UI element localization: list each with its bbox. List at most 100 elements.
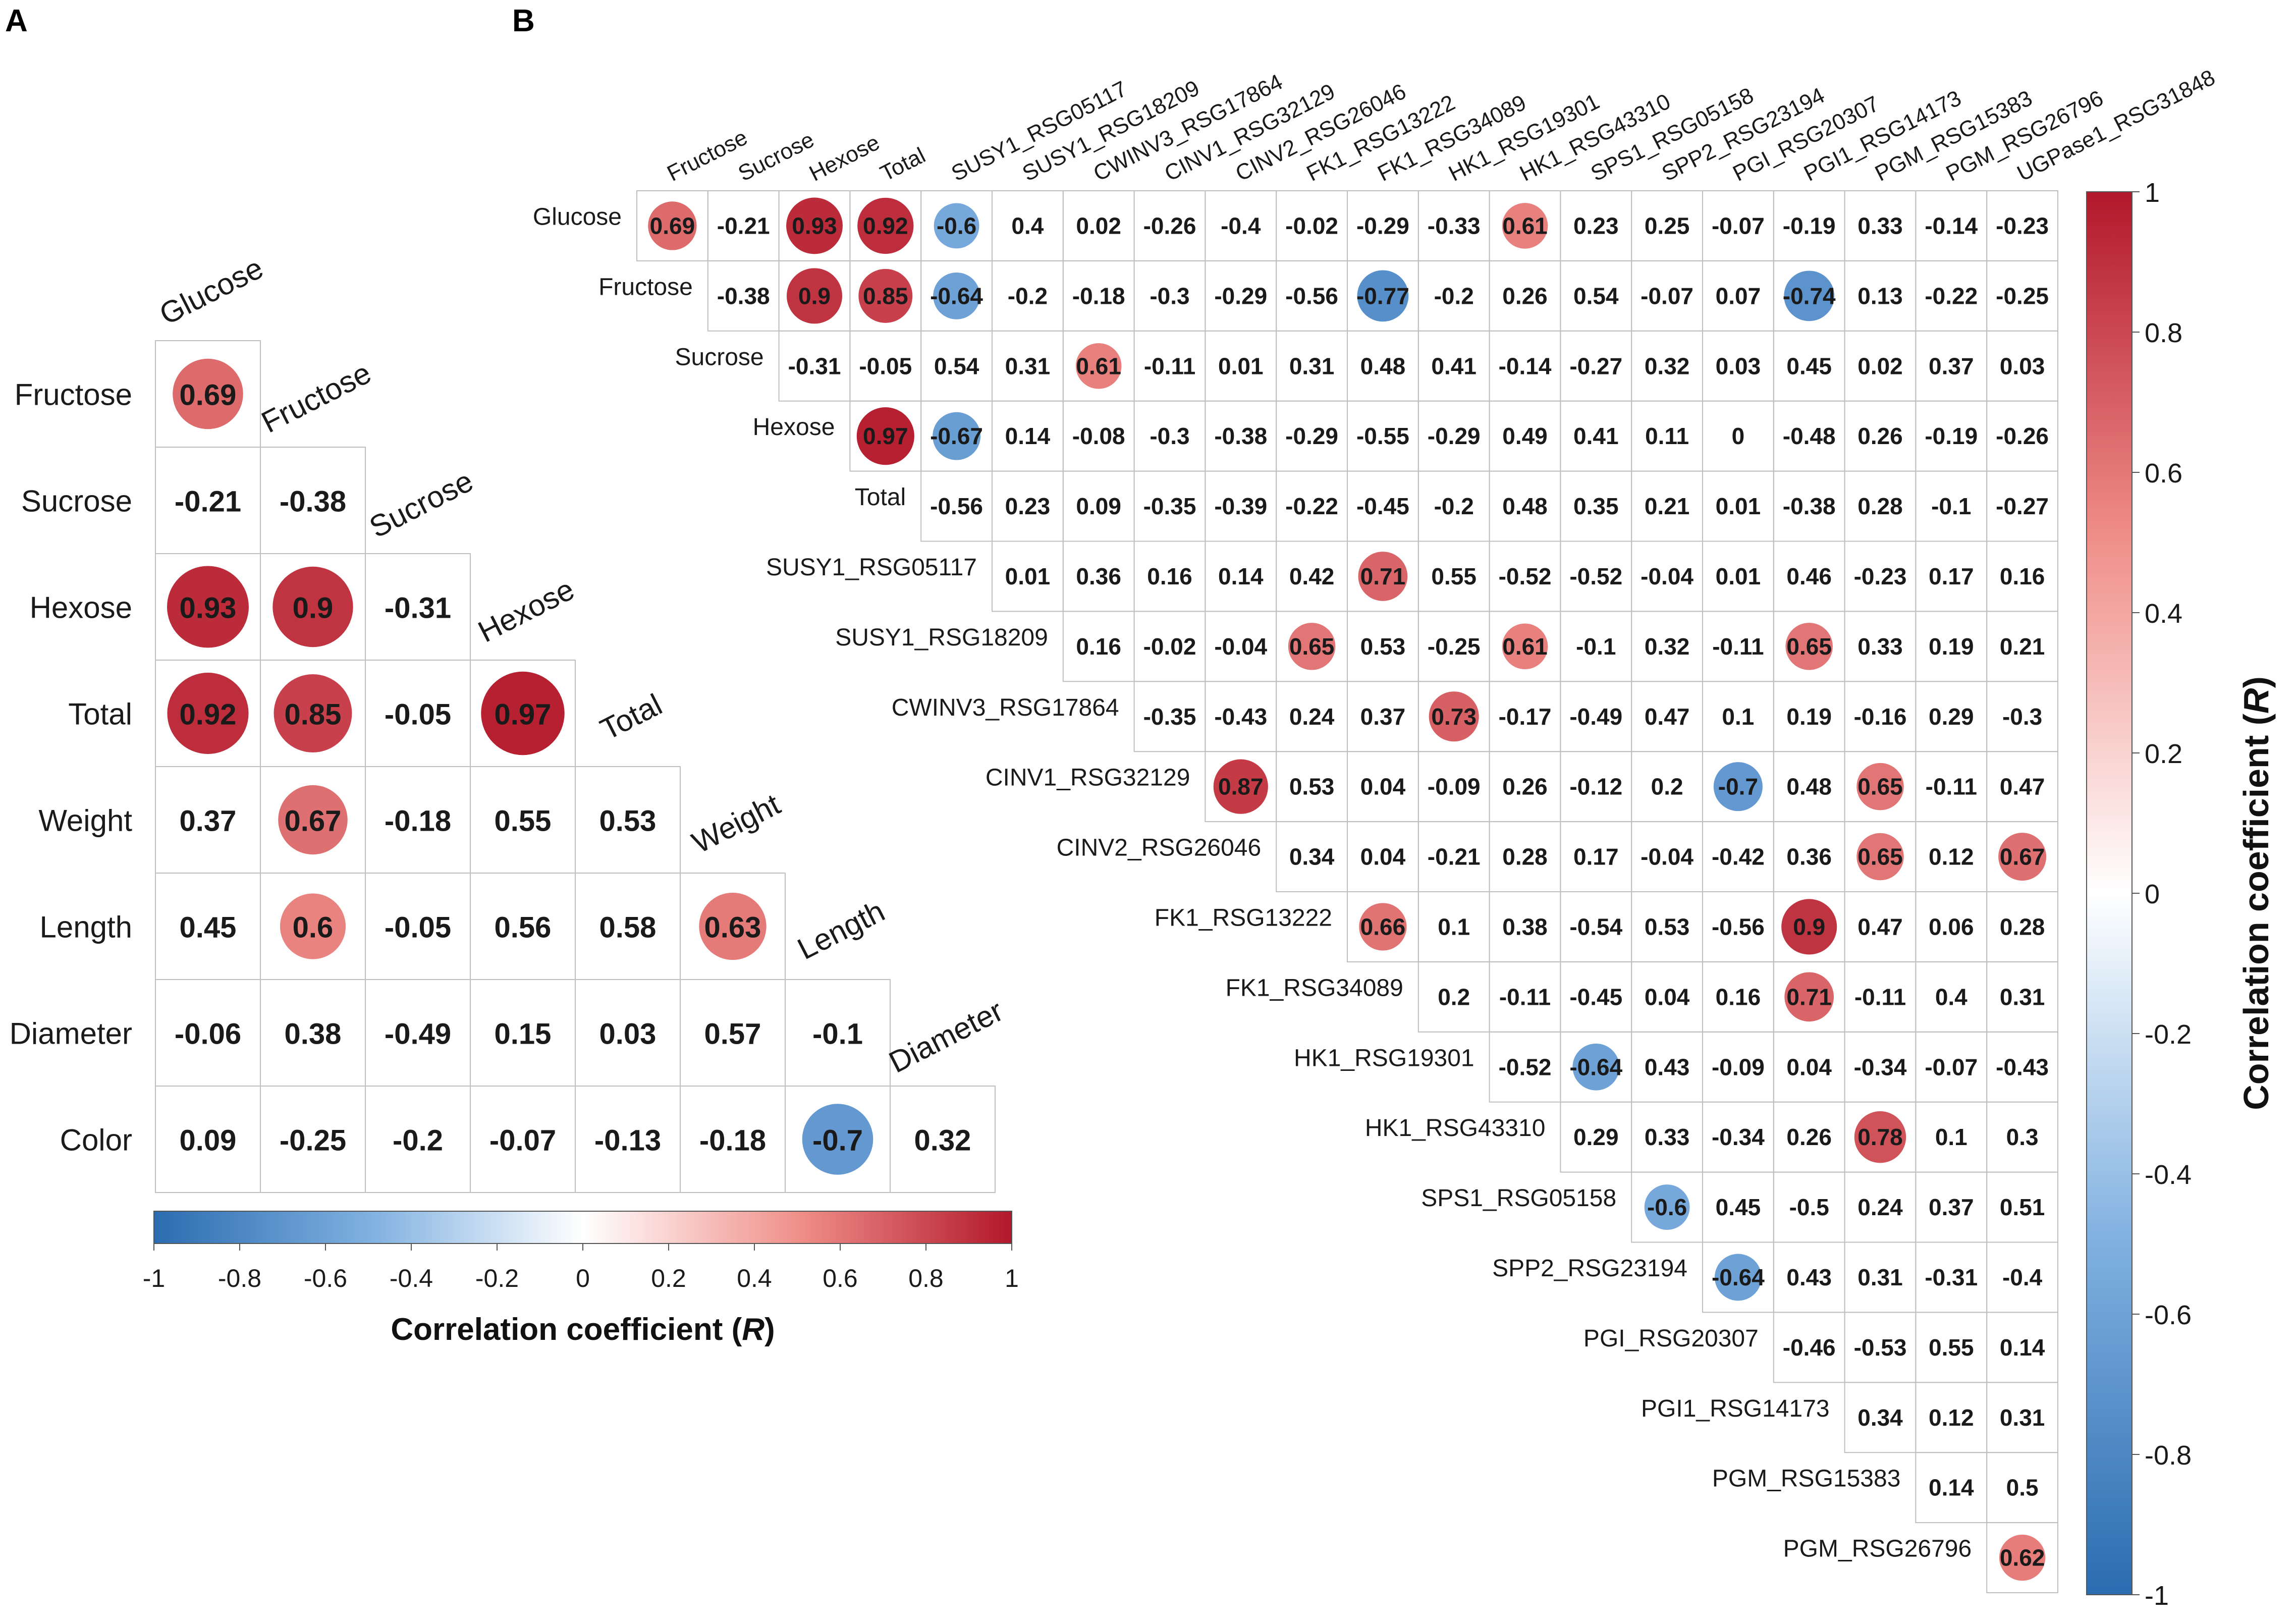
corr-value-b: 0.37 bbox=[1929, 1194, 1974, 1220]
corr-value-b: -0.1 bbox=[1931, 493, 1971, 519]
corr-value-b: 0.21 bbox=[1645, 493, 1690, 519]
corr-value-b: -0.26 bbox=[1143, 212, 1196, 239]
corr-circle-b bbox=[648, 201, 697, 250]
corr-value-b: -0.38 bbox=[1214, 423, 1267, 449]
corr-value-b: -0.05 bbox=[859, 353, 912, 379]
corr-value-b: 0.47 bbox=[1645, 703, 1690, 730]
corr-value-b: -0.46 bbox=[1783, 1334, 1836, 1361]
corr-value-a: 0.45 bbox=[180, 911, 237, 944]
corr-value-b: 0.48 bbox=[1360, 353, 1406, 379]
col-label-a: Length bbox=[792, 894, 890, 966]
colorbar-a-tick-label: 1 bbox=[1005, 1264, 1019, 1292]
corr-value-a: -0.2 bbox=[393, 1124, 443, 1157]
corr-circle-a bbox=[167, 672, 249, 754]
corr-value-b: 0.73 bbox=[1431, 703, 1477, 730]
corr-value-b: 0.14 bbox=[1218, 563, 1264, 589]
row-label-b: FK1_RSG34089 bbox=[1226, 975, 1403, 1001]
corr-value-b: -0.54 bbox=[1569, 913, 1622, 940]
corr-value-b: 0.26 bbox=[1502, 774, 1548, 800]
corr-circle-a bbox=[280, 893, 346, 959]
corr-value-b: -0.14 bbox=[1925, 212, 1978, 239]
corr-value-b: 0.12 bbox=[1929, 1404, 1974, 1431]
corr-value-b: -0.21 bbox=[1428, 844, 1481, 870]
corr-value-b: 0.41 bbox=[1431, 353, 1477, 379]
corr-value-b: -0.35 bbox=[1143, 493, 1196, 519]
corr-value-b: 0.55 bbox=[1929, 1334, 1974, 1361]
corr-value-b: -0.3 bbox=[2002, 703, 2042, 730]
corr-value-b: -0.2 bbox=[1434, 493, 1474, 519]
row-label-b: CINV1_RSG32129 bbox=[986, 765, 1190, 791]
corr-value-a: 0.92 bbox=[180, 698, 237, 731]
row-label-b: SPS1_RSG05158 bbox=[1421, 1185, 1616, 1212]
corr-value-a: -0.06 bbox=[175, 1018, 241, 1051]
corr-value-b: 0.01 bbox=[1005, 563, 1051, 589]
cell-a bbox=[890, 1086, 996, 1193]
corr-value-b: 0.13 bbox=[1857, 283, 1903, 309]
corr-value-b: 0.02 bbox=[1857, 353, 1903, 379]
corr-value-b: -0.2 bbox=[1008, 283, 1048, 309]
corr-value-b: 0.87 bbox=[1218, 774, 1264, 800]
corr-value-b: 0.4 bbox=[1935, 984, 1967, 1010]
row-label-a: Diameter bbox=[10, 1017, 132, 1051]
row-label-a: Length bbox=[39, 910, 132, 944]
corr-value-b: 0.55 bbox=[1431, 563, 1477, 589]
colorbar-a-tick-label: -1 bbox=[143, 1264, 165, 1292]
corr-value-b: -0.74 bbox=[1783, 283, 1836, 309]
corr-circle-a bbox=[802, 1104, 873, 1175]
row-label-a: Total bbox=[68, 697, 132, 731]
col-label-a: Sucrose bbox=[364, 464, 478, 545]
corr-value-b: 0.61 bbox=[1502, 633, 1548, 660]
corr-value-b: 0.37 bbox=[1360, 703, 1406, 730]
corr-value-b: 0.65 bbox=[1289, 633, 1335, 660]
colorbar-a-tick-label: -0.8 bbox=[218, 1264, 261, 1292]
corr-value-b: 0.24 bbox=[1289, 703, 1335, 730]
row-label-b: SUSY1_RSG18209 bbox=[835, 624, 1048, 651]
corr-value-b: -0.3 bbox=[1150, 283, 1189, 309]
corr-value-b: 0.23 bbox=[1573, 212, 1619, 239]
colorbar-a-tick-label: 0 bbox=[576, 1264, 590, 1292]
corr-value-b: 0.43 bbox=[1786, 1264, 1832, 1290]
corr-value-a: 0.32 bbox=[914, 1124, 971, 1157]
corr-value-b: -0.27 bbox=[1569, 353, 1622, 379]
corr-circle-b bbox=[1715, 1254, 1762, 1301]
corr-value-a: -0.25 bbox=[280, 1124, 346, 1157]
corr-value-b: -0.53 bbox=[1854, 1334, 1907, 1361]
corr-value-b: 0.16 bbox=[1147, 563, 1192, 589]
corr-value-b: 0.9 bbox=[1793, 913, 1825, 940]
corr-value-b: 0.36 bbox=[1076, 563, 1121, 589]
corr-value-b: -0.12 bbox=[1569, 774, 1622, 800]
corr-value-b: -0.48 bbox=[1783, 423, 1836, 449]
corr-value-b: -0.27 bbox=[1996, 493, 2049, 519]
colorbar-b-tick-label: 0.6 bbox=[2145, 458, 2182, 489]
corr-value-b: 0.14 bbox=[2000, 1334, 2045, 1361]
corr-value-b: 0.03 bbox=[1716, 353, 1761, 379]
corr-value-b: -0.64 bbox=[1712, 1264, 1765, 1290]
corr-value-b: -0.29 bbox=[1285, 423, 1338, 449]
corr-value-b: -0.55 bbox=[1356, 423, 1409, 449]
corr-value-b: 0.14 bbox=[1005, 423, 1051, 449]
corr-circle-b bbox=[1854, 1111, 1906, 1163]
panel-a-correlation-matrix: Fructose 0.69 Sucrose -0.21 -0.38 Hexose 0.93 0… bbox=[10, 251, 1008, 1193]
corr-value-b: -0.4 bbox=[1221, 212, 1261, 239]
corr-value-b: 0.04 bbox=[1360, 844, 1406, 870]
corr-value-b: -0.33 bbox=[1428, 212, 1481, 239]
corr-value-b: 0.67 bbox=[2000, 844, 2045, 870]
corr-value-b: 0.01 bbox=[1716, 563, 1761, 589]
corr-circle-b bbox=[1999, 1534, 2046, 1581]
corr-circle-b bbox=[856, 407, 914, 465]
corr-value-a: -0.05 bbox=[385, 698, 451, 731]
corr-value-b: 0.9 bbox=[798, 283, 831, 309]
corr-circle-b bbox=[1784, 270, 1835, 321]
corr-circle-b bbox=[1429, 691, 1479, 742]
corr-value-b: -0.38 bbox=[717, 283, 770, 309]
corr-value-b: 0.71 bbox=[1360, 563, 1406, 589]
corr-value-b: -0.5 bbox=[1789, 1194, 1829, 1220]
corr-value-b: 0.69 bbox=[650, 212, 695, 239]
row-label-a: Hexose bbox=[30, 591, 132, 625]
colorbar-a-tick-label: -0.2 bbox=[475, 1264, 519, 1292]
corr-value-b: 0.51 bbox=[2000, 1194, 2045, 1220]
corr-value-b: 0.38 bbox=[1502, 913, 1548, 940]
corr-value-b: -0.39 bbox=[1214, 493, 1267, 519]
corr-value-b: 0.02 bbox=[1076, 212, 1121, 239]
corr-value-b: 0.33 bbox=[1857, 212, 1903, 239]
